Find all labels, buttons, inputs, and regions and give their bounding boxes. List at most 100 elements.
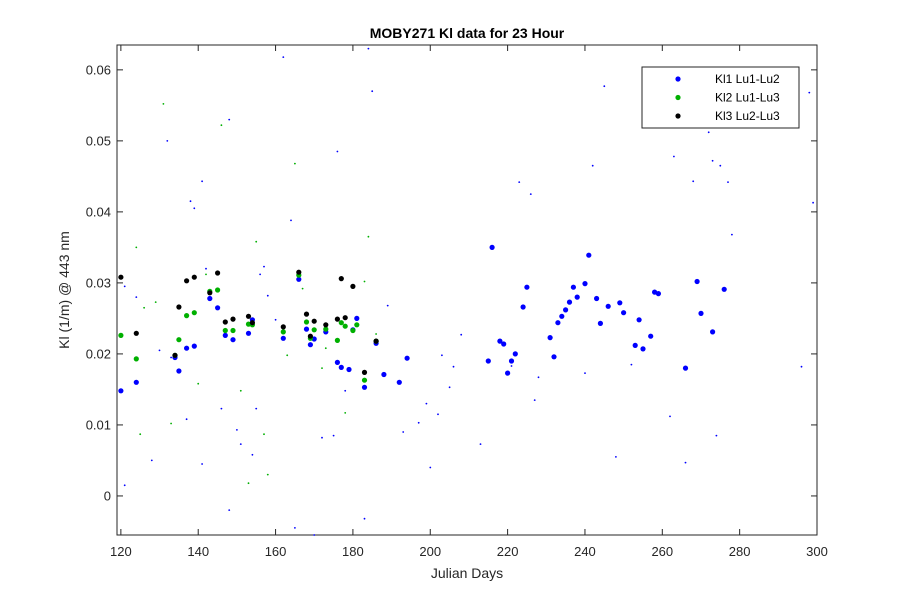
x-tick-label: 280 [729,544,751,559]
scatter-dot-small [460,333,463,336]
x-tick-label: 120 [110,544,132,559]
data-point [563,307,569,313]
scatter-dot-small [201,180,204,183]
data-point [296,276,302,282]
scatter-dot-small [727,181,729,184]
scatter-dot-small [259,273,261,276]
data-point [118,388,124,394]
scatter-dot-small [239,443,242,445]
data-point [582,281,588,287]
data-point [280,324,286,330]
scatter-dot-small [193,207,196,210]
scatter-dot-small [452,365,455,368]
scatter-dot-small [247,482,250,485]
scatter-dot-small [441,354,443,357]
data-point [694,278,700,285]
data-point [485,358,491,364]
scatter-dot-small [255,240,258,243]
data-point [303,311,310,317]
scatter-dot-small [158,349,161,352]
scatter-dot-small [220,407,223,410]
x-tick-label: 300 [806,544,828,559]
data-point [191,274,197,280]
data-point [230,337,236,343]
legend-label: Kl2 Lu1-Lu3 [715,91,780,105]
scatter-dot-small [808,91,811,94]
scatter-dot-small [510,365,513,367]
data-point [501,341,507,347]
data-point [350,283,356,289]
data-point [508,358,515,364]
y-tick-label: 0.01 [86,417,111,432]
scatter-dot-small [529,193,532,196]
data-point [698,310,704,316]
scatter-dot-small [162,103,165,105]
data-point [215,270,221,276]
data-point [184,345,190,351]
legend-marker [675,94,681,101]
scatter-dot-small [336,150,339,153]
data-point [133,356,139,362]
x-tick-label: 180 [342,544,364,559]
data-point [230,316,236,322]
scatter-dot-small [274,318,277,321]
scatter-dot-small [154,301,157,303]
data-point [655,291,662,297]
scatter-dot-small [591,164,594,167]
scatter-dot-small [630,363,633,366]
legend-label: Kl1 Lu1-Lu2 [715,72,780,86]
data-point [311,318,317,324]
data-point [381,371,387,378]
legend-label: Kl3 Lu2-Lu3 [715,109,780,123]
scatter-dot-small [228,118,231,121]
data-point [176,304,182,310]
data-point [338,320,344,326]
data-point [350,327,356,334]
y-tick-label: 0.06 [86,62,111,77]
data-point [489,244,495,250]
scatter-dot-small [684,461,687,464]
data-point [334,359,340,365]
scatter-dot-small [429,466,432,469]
data-point [222,327,228,334]
data-point [621,310,627,316]
scatter-dot-small [239,389,242,392]
scatter-dot-small [228,509,231,511]
scatter-dot-small [143,306,146,309]
scatter-dot-small [692,180,695,183]
scatter-dot-small [479,443,482,445]
scatter-dot-small [220,124,223,127]
scatter-dot-small [135,296,138,298]
data-point [133,330,139,336]
scatter-dot-small [263,265,265,268]
scatter-dot-small [294,527,296,529]
data-point [721,286,727,292]
scatter-dot-small [363,517,366,520]
data-point [118,274,124,280]
scatter-dot-small [537,376,540,379]
data-point [617,300,623,306]
scatter-dot-small [367,235,370,238]
data-point [245,313,252,319]
x-tick-label: 160 [265,544,287,559]
scatter-dot-small [800,365,803,368]
data-point [710,329,716,335]
data-point [342,323,348,329]
x-tick-label: 240 [574,544,596,559]
y-tick-label: 0.03 [86,275,111,290]
scatter-dot-small [286,354,289,357]
data-point [323,326,329,332]
scatter-dot-small [715,434,718,437]
data-point [230,327,236,334]
data-point [207,295,213,302]
data-point [222,332,228,338]
data-point [172,352,178,358]
scatter-dot-small [584,372,586,374]
data-point [296,269,302,275]
scatter-dot-small [251,453,254,456]
data-point [338,276,344,282]
data-point [215,305,221,311]
data-point [303,319,310,325]
scatter-dot-small [185,418,188,421]
scatter-dot-small [201,463,204,465]
